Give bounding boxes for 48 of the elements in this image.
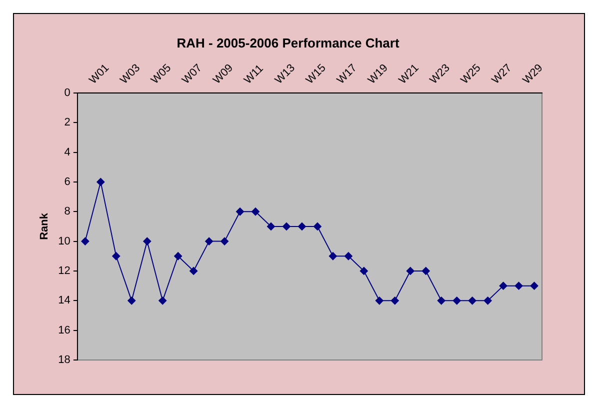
x-tick-label: W01 [87,62,112,87]
point [499,282,508,290]
point [406,266,414,275]
point [158,296,167,305]
point [437,296,446,305]
point [344,252,352,260]
point [236,208,244,216]
point [313,222,322,230]
point [282,222,290,230]
x-tick-label: W11 [242,62,266,87]
x-tick-label: W29 [520,62,546,87]
point [220,237,229,246]
point [390,296,399,305]
point [205,237,214,246]
y-tick-label: 6 [64,176,70,188]
y-tick-label: 2 [64,116,70,129]
y-tick-label: 16 [58,324,70,336]
point [252,208,260,216]
x-tick-label: W19 [366,62,390,87]
point [298,222,306,230]
y-tick-label: 12 [58,265,70,278]
point [530,282,538,290]
point [96,178,105,186]
y-tick-label: 8 [64,206,70,218]
x-tick-label: W21 [396,62,422,87]
y-tick-label: 10 [58,235,70,248]
point [190,266,198,275]
point [484,296,492,305]
point [128,296,136,305]
point [468,296,476,305]
point [360,266,368,275]
point [514,282,523,290]
point [267,222,276,230]
point [452,296,461,305]
y-tick-label: 0 [64,86,70,99]
point [328,252,337,260]
y-tick-label: 4 [64,146,70,158]
y-axis-title: Rank [38,212,51,240]
point [81,237,90,246]
point [112,252,120,260]
point [143,237,152,246]
point [174,252,182,260]
point [422,266,430,275]
y-tick-label: 18 [58,354,70,366]
point [375,296,384,305]
y-tick-label: 14 [58,294,70,307]
chart-title: RAH - 2005-2006 Performance Chart [176,35,400,50]
x-tick-label: W09 [210,62,236,87]
